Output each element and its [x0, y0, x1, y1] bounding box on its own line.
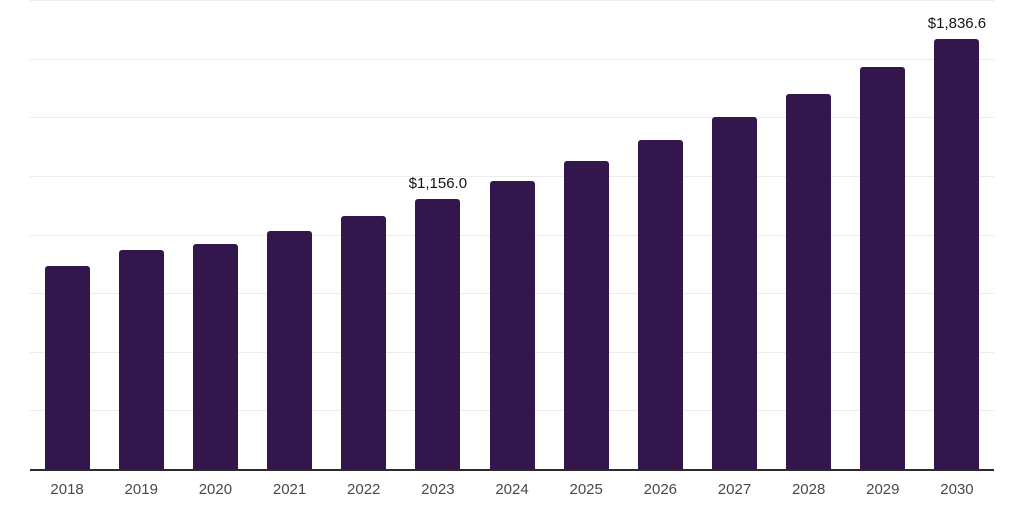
bar-group — [475, 1, 549, 470]
bar-value-label: $1,836.6 — [927, 15, 987, 33]
x-axis-label: 2028 — [791, 481, 826, 498]
bar — [563, 160, 609, 470]
x-axis-label: 2018 — [50, 481, 84, 498]
gridline — [30, 58, 994, 60]
plot-area: $1,156.0 $1,836.6 — [30, 0, 994, 471]
bar-group — [623, 1, 697, 470]
bar-group — [697, 1, 771, 470]
x-axis-line — [30, 469, 994, 471]
bar-group: $1,156.0 — [401, 1, 475, 470]
bar — [489, 180, 535, 470]
bar — [44, 266, 90, 470]
bar-group — [252, 1, 326, 470]
bar — [711, 117, 757, 470]
x-axis-label: 2021 — [272, 481, 307, 498]
bar-group — [846, 1, 920, 470]
bar-group — [104, 1, 178, 470]
x-axis-label: 2022 — [347, 481, 381, 498]
bar-group — [178, 1, 252, 470]
bar-group — [772, 1, 846, 470]
x-axis-label: 2020 — [198, 481, 233, 498]
gridline — [30, 0, 994, 1]
x-axis-label: 2027 — [717, 481, 752, 498]
bar — [118, 249, 164, 470]
x-axis-labels: 2018 2019 2020 2021 2022 2023 2024 2025 2026 2027… — [30, 481, 994, 498]
bar: $1,836.6 — [928, 15, 986, 470]
x-axis-label: 2024 — [495, 481, 529, 498]
bar — [267, 230, 313, 470]
x-axis-label: 2025 — [569, 481, 603, 498]
bar-group — [327, 1, 401, 470]
bar — [860, 67, 906, 470]
x-axis-label: 2026 — [643, 481, 678, 498]
bar-group — [549, 1, 623, 470]
x-axis-label: 2029 — [866, 481, 900, 498]
bar: $1,156.0 — [409, 175, 467, 470]
bar-group — [30, 1, 104, 470]
bar — [341, 215, 387, 470]
bars-row: $1,156.0 $1,836.6 — [30, 1, 994, 470]
bar — [637, 139, 683, 470]
bar — [786, 94, 832, 470]
bar-group: $1,836.6 — [920, 1, 994, 470]
x-axis-label: 2019 — [124, 481, 158, 498]
gridline — [30, 117, 994, 119]
x-axis-label: 2023 — [421, 481, 455, 498]
x-axis-label: 2030 — [940, 481, 974, 498]
bar-value-label: $1,156.0 — [408, 174, 468, 192]
gridline — [30, 175, 994, 177]
bar — [192, 244, 238, 470]
